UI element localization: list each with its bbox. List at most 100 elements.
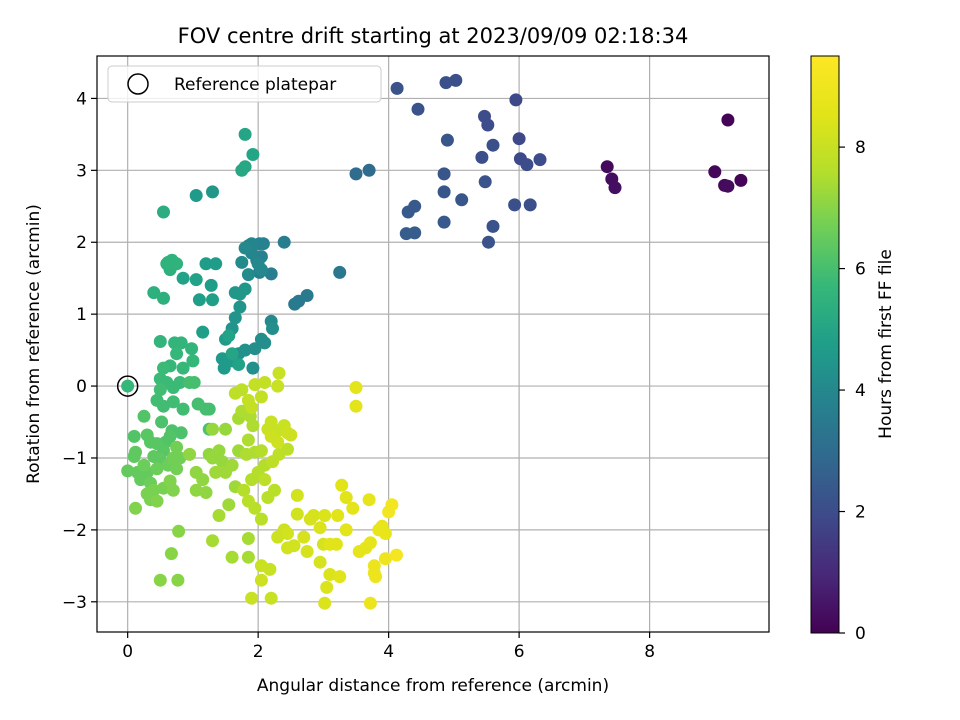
legend-label-reference: Reference platepar xyxy=(174,75,336,95)
data-point xyxy=(481,118,495,132)
scatter-points xyxy=(116,73,748,610)
data-point xyxy=(346,501,360,515)
data-point xyxy=(272,366,286,380)
data-point xyxy=(238,127,252,141)
data-point xyxy=(721,113,735,127)
data-point xyxy=(533,153,547,167)
x-tick-label: 0 xyxy=(122,642,133,662)
data-point xyxy=(411,102,425,116)
data-point xyxy=(339,491,353,504)
data-point xyxy=(264,591,278,605)
data-point xyxy=(183,447,197,461)
data-point xyxy=(486,219,500,233)
data-point xyxy=(313,521,327,535)
plot-frame xyxy=(96,55,770,633)
data-point xyxy=(129,501,142,515)
data-point xyxy=(212,509,226,522)
data-point xyxy=(173,376,187,389)
data-point xyxy=(206,185,219,199)
data-point xyxy=(233,300,247,314)
data-point xyxy=(187,376,201,389)
data-point xyxy=(170,440,184,454)
data-point xyxy=(199,486,213,499)
data-point xyxy=(449,73,463,87)
data-point xyxy=(408,226,422,240)
data-point xyxy=(153,383,167,397)
data-point xyxy=(362,493,376,507)
data-point xyxy=(171,573,185,587)
data-point xyxy=(437,215,451,229)
data-point xyxy=(268,483,281,497)
colorbar-tick-label: 0 xyxy=(855,624,866,644)
data-point xyxy=(157,205,170,219)
data-point xyxy=(228,311,242,325)
data-point xyxy=(166,395,180,409)
data-point xyxy=(155,415,169,429)
data-point xyxy=(455,193,469,207)
legend-box xyxy=(107,65,382,103)
data-point xyxy=(520,158,534,172)
data-point xyxy=(281,527,294,540)
data-point xyxy=(254,390,268,404)
colorbar-ticks: 0 2 4 6 8 xyxy=(839,138,866,644)
x-axis-label: Angular distance from reference (arcmin) xyxy=(257,676,609,696)
colorbar-label: Hours from first FF file xyxy=(876,249,896,439)
data-point xyxy=(209,465,223,479)
data-point xyxy=(254,263,268,277)
data-point xyxy=(254,444,268,458)
data-point xyxy=(196,473,210,487)
data-point xyxy=(225,347,239,361)
data-point xyxy=(367,559,381,573)
data-point xyxy=(523,198,537,212)
data-point xyxy=(241,532,255,545)
data-point xyxy=(204,278,218,292)
colorbar-tick-label: 8 xyxy=(855,138,866,158)
data-point xyxy=(264,267,278,281)
data-point xyxy=(164,547,178,561)
data-point xyxy=(246,148,260,161)
data-point xyxy=(318,509,332,522)
data-point xyxy=(238,282,252,296)
data-point xyxy=(241,550,255,564)
data-point xyxy=(349,399,363,413)
data-point xyxy=(307,509,321,522)
data-point xyxy=(137,409,151,423)
data-point xyxy=(189,483,203,497)
data-point xyxy=(232,358,246,371)
data-point xyxy=(254,573,268,587)
data-point xyxy=(157,399,170,413)
data-point xyxy=(284,428,298,442)
data-point xyxy=(390,548,403,562)
data-point xyxy=(150,462,164,476)
data-point xyxy=(238,241,252,255)
data-point xyxy=(235,383,249,397)
y-tick-label: 4 xyxy=(76,89,87,109)
data-point xyxy=(245,401,259,415)
colorbar-tick-label: 6 xyxy=(855,260,866,280)
data-point xyxy=(121,464,135,478)
data-point xyxy=(486,138,500,152)
data-point xyxy=(174,336,188,350)
data-point xyxy=(241,268,255,282)
data-point xyxy=(708,165,722,179)
data-point xyxy=(254,512,268,526)
data-point xyxy=(378,527,392,540)
data-point xyxy=(440,133,454,147)
data-point xyxy=(258,376,272,389)
data-point xyxy=(390,81,404,95)
data-point xyxy=(271,379,285,393)
data-point xyxy=(478,175,492,189)
x-tick-label: 4 xyxy=(383,642,394,662)
data-point xyxy=(385,498,399,512)
data-point xyxy=(287,539,301,553)
colorbar-gradient xyxy=(810,55,840,634)
y-tick-label: 3 xyxy=(76,161,87,181)
data-point xyxy=(192,293,206,307)
data-point xyxy=(437,167,451,181)
y-axis-ticks: −3 −2 −1 0 1 2 3 4 xyxy=(62,89,97,613)
grid-lines xyxy=(97,56,769,632)
data-point xyxy=(160,257,174,271)
data-point xyxy=(157,291,170,305)
data-point xyxy=(363,536,377,550)
data-point xyxy=(241,433,255,447)
